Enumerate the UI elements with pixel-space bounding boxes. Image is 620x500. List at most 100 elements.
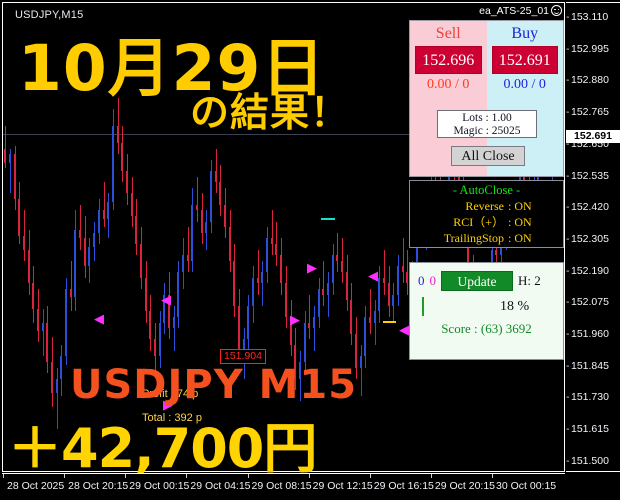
autoclose-title: - AutoClose - [452,183,521,197]
candle-wick [314,305,315,351]
candle-body [350,300,352,334]
candle-body [448,165,450,194]
candle-body [327,283,329,295]
time-axis-mark [308,474,310,478]
candle-wick [71,260,72,312]
overlay-pair-timeframe: USDJPY M15 [70,362,358,408]
candle-body [205,221,207,233]
candle-body [308,322,310,329]
autoclose-row-value: : ON [508,231,532,245]
candle-body [126,171,128,194]
candle-body [523,176,525,183]
signal-arrow-left-icon: ◀ [94,311,104,326]
candle-body [46,322,48,362]
candle-wick [10,148,11,194]
sell-label: Sell [435,25,461,42]
time-axis-mark [369,474,371,478]
candle-body [261,272,263,284]
candle-body [98,210,100,233]
candle-wick [342,238,343,284]
signal-arrow-left-icon: ◀ [368,268,378,283]
candle-body [42,322,44,332]
candle-body [271,238,273,244]
candle-body [313,317,315,329]
candle-body [322,288,324,295]
candle-body [70,288,72,298]
candle-body [121,142,123,171]
price-axis[interactable]: -153.110-152.995-152.880-152.765-152.650… [566,2,620,472]
autoclose-row[interactable]: Reverse: ON [410,198,563,214]
candle-body [23,235,25,250]
time-axis-mark [492,474,493,478]
candle-body [79,229,81,239]
candle-body [135,215,137,244]
candle-body [275,244,277,256]
score-label: Score : (63) 3692 [441,321,532,336]
update-button[interactable]: Update [441,271,513,291]
progress-bar-track [422,297,484,316]
candle-body [280,255,282,284]
time-axis-mark [125,474,127,478]
candle-body [145,277,147,312]
price-axis-tick: -151.960 [566,328,609,340]
candle-body [378,277,380,312]
candle-wick [57,367,58,430]
candle-body [131,193,133,216]
chart-symbol-label: USDJPY,M15 [15,9,84,21]
candle-body [93,232,95,247]
update-h-label: H: 2 [518,273,541,288]
smiley-icon[interactable] [551,5,562,16]
chart-gridline [3,134,564,135]
autoclose-row-value: : ON [508,199,532,213]
overlay-profit-amount: ＋42,700円 [8,417,317,480]
sell-price-button[interactable]: 152.696 [415,46,482,74]
update-count-magenta: 0 [429,273,437,288]
price-axis-tick: -152.305 [566,232,609,245]
buy-column: Buy 152.691 0.00 / 0 [486,21,563,176]
candle-wick [375,300,376,346]
headline-date: 10月29日 [18,32,326,105]
candle-body [229,227,231,261]
candle-wick [188,227,189,273]
sell-position-summary: 0.00 / 0 [427,77,470,92]
ea-panel-titlebar: ea_ATS-25_01 [409,3,564,18]
price-axis-tick: -151.845 [566,359,609,372]
candle-body [196,204,198,211]
candle-body [65,288,67,357]
candle-wick [323,260,324,306]
signal-arrow-right-icon: ▶ [290,312,300,327]
candle-body [257,277,259,284]
candle-body [28,249,30,284]
progress-percent-label: 18 % [500,298,530,314]
update-count-blue: 0 [418,273,425,288]
candle-body [37,308,39,332]
candle-body [14,154,16,200]
candle-wick [118,98,119,155]
candle-body [51,361,53,393]
candle-wick [403,238,404,284]
candle-body [299,361,301,379]
candle-body [210,171,212,222]
time-axis-mark [430,474,432,478]
time-axis-tick: 29 Oct 16:15 [373,480,434,492]
candle-body [383,277,385,284]
price-level-marker: 151.904 [220,349,266,364]
autoclose-row-key: TrailingStop [443,231,504,245]
current-price-tag: 152.691 [566,130,620,143]
candle-body [149,311,151,340]
all-close-button[interactable]: All Close [451,146,525,166]
candle-body [392,294,394,306]
buy-price-button[interactable]: 152.691 [491,46,558,74]
price-axis-tick: -152.765 [566,106,609,119]
autoclose-row[interactable]: RCI（+）: ON [410,214,563,230]
update-panel: 0 0 Update H: 2 18 % Score : (63) 3692 [409,262,564,360]
time-axis-mark [247,474,249,478]
time-axis-tick: 29 Oct 08:15 [251,480,312,492]
autoclose-row-value: : ON [508,215,532,229]
time-axis-tick: 29 Oct 04:15 [190,480,251,492]
candle-wick [43,308,44,357]
autoclose-row[interactable]: TrailingStop : ON [410,230,563,246]
time-axis[interactable]: 28 Oct 2025 28 Oct 20:15 29 Oct 00:15 29 Oc… [2,473,565,499]
price-axis-tick: -152.995 [566,42,609,55]
